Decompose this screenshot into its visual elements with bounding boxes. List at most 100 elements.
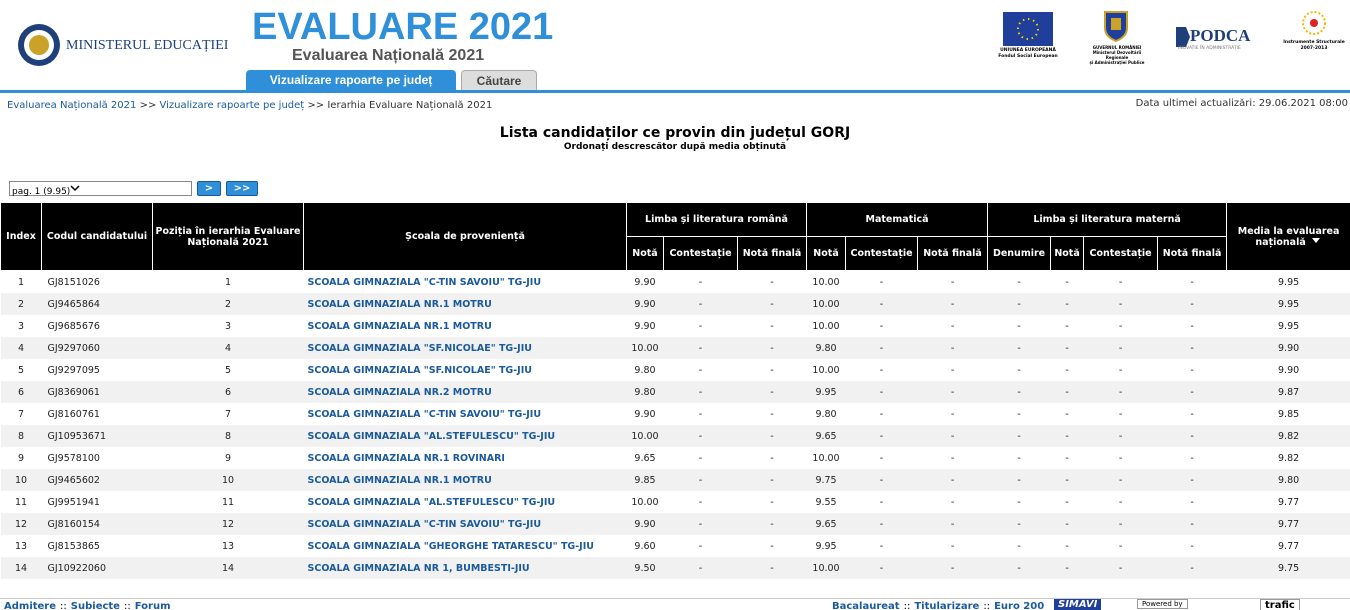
tab[interactable]: Căutare (461, 70, 537, 91)
cell: SCOALA GIMNAZIALA NR.1 MOTRU (304, 469, 627, 491)
school-link[interactable]: SCOALA GIMNAZIALA NR.1 MOTRU (308, 321, 492, 332)
cell: 2 (153, 293, 304, 315)
cell: 9.75 (807, 469, 846, 491)
site-title: EVALUARE 2021 (252, 6, 553, 49)
cell: - (1051, 491, 1084, 513)
cell: 9.82 (1227, 425, 1350, 447)
footer-badge: SIMAVI (1054, 599, 1101, 610)
cell: 10.00 (627, 491, 664, 513)
header-bar (0, 90, 1350, 93)
cell: - (918, 293, 988, 315)
cell: - (1084, 447, 1158, 469)
cell: SCOALA GIMNAZIALA NR.1 MOTRU (304, 293, 627, 315)
cell: - (1084, 469, 1158, 491)
cell: - (988, 557, 1051, 579)
sort-arrow (1310, 237, 1322, 245)
cell: - (1084, 337, 1158, 359)
school-link[interactable]: SCOALA GIMNAZIALA "C-TIN SAVOIU" TG-JIU (308, 519, 542, 530)
cell: 9.95 (1227, 271, 1350, 294)
cell: - (664, 491, 738, 513)
cell: - (1158, 557, 1227, 579)
cell: 14 (153, 557, 304, 579)
column-header[interactable]: Media la evaluarea națională (1227, 203, 1350, 271)
cell: 9.90 (627, 293, 664, 315)
sub-header: Notă (627, 237, 664, 271)
school-link[interactable]: SCOALA GIMNAZIALA NR.2 MOTRU (308, 387, 492, 398)
page-select[interactable]: pag. 1 (9.95) (9, 181, 192, 196)
cell: GJ9685676 (42, 315, 153, 337)
cell: GJ8160154 (42, 513, 153, 535)
cell: - (988, 513, 1051, 535)
cell: - (918, 469, 988, 491)
school-link[interactable]: SCOALA GIMNAZIALA NR 1, BUMBESTI-JIU (308, 563, 530, 574)
column-header: Școala de proveniență (304, 203, 627, 271)
cell: - (1051, 557, 1084, 579)
cell: GJ9297060 (42, 337, 153, 359)
cell: 9.85 (627, 469, 664, 491)
cell: - (1158, 381, 1227, 403)
cell: 9.95 (807, 381, 846, 403)
school-link[interactable]: SCOALA GIMNAZIALA "SF.NICOLAE" TG-JIU (308, 343, 532, 354)
cell: - (988, 337, 1051, 359)
cell: - (918, 337, 988, 359)
cell: - (1158, 469, 1227, 491)
dropdown-arrow (70, 182, 80, 194)
column-header: Index (1, 203, 42, 271)
cell: SCOALA GIMNAZIALA "GHEORGHE TATARESCU" T… (304, 535, 627, 557)
school-link[interactable]: SCOALA GIMNAZIALA "AL.STEFULESCU" TG-JIU (308, 431, 556, 442)
cell: - (1051, 403, 1084, 425)
cell: 9.80 (627, 381, 664, 403)
cell: GJ9465864 (42, 293, 153, 315)
breadcrumb-link[interactable]: Vizualizare rapoarte pe județ (160, 100, 305, 111)
cell: 9.95 (1227, 315, 1350, 337)
cell: 10.00 (807, 557, 846, 579)
school-link[interactable]: SCOALA GIMNAZIALA "AL.STEFULESCU" TG-JIU (308, 497, 556, 508)
school-link[interactable]: SCOALA GIMNAZIALA NR.1 ROVINARI (308, 453, 505, 464)
cell: 4 (1, 337, 42, 359)
cell: GJ9465602 (42, 469, 153, 491)
cell: GJ8160761 (42, 403, 153, 425)
tab[interactable]: Vizualizare rapoarte pe județ (246, 70, 456, 90)
cell: - (1158, 271, 1227, 294)
text: Fondul Social European (995, 54, 1061, 60)
last-button[interactable]: >> (226, 181, 258, 196)
cell: 9.55 (807, 491, 846, 513)
cell: - (664, 381, 738, 403)
breadcrumb: Evaluarea Națională 2021 >> Vizualizare … (7, 100, 492, 111)
podca-mark (1176, 27, 1190, 47)
sub-header: Notă (1051, 237, 1084, 271)
cell: - (988, 469, 1051, 491)
school-link[interactable]: SCOALA GIMNAZIALA NR.1 MOTRU (308, 475, 492, 486)
school-link[interactable]: SCOALA GIMNAZIALA NR.1 MOTRU (308, 299, 492, 310)
cell: - (1051, 535, 1084, 557)
cell: GJ8151026 (42, 271, 153, 294)
cell: 9 (1, 447, 42, 469)
cell: 10.00 (807, 315, 846, 337)
cell: - (1051, 293, 1084, 315)
sub-header: Notă finală (738, 237, 807, 271)
cell: 2 (1, 293, 42, 315)
cell: SCOALA GIMNAZIALA "C-TIN SAVOIU" TG-JIU (304, 403, 627, 425)
cell: 3 (153, 315, 304, 337)
cell: - (918, 359, 988, 381)
cell: 1 (1, 271, 42, 294)
cell: - (1158, 337, 1227, 359)
cell: - (846, 535, 918, 557)
school-link[interactable]: SCOALA GIMNAZIALA "C-TIN SAVOIU" TG-JIU (308, 277, 542, 288)
group-header: Limba și literatura maternă (988, 203, 1227, 237)
breadcrumb-link[interactable]: Evaluarea Națională 2021 (7, 100, 136, 111)
cell: - (846, 381, 918, 403)
school-link[interactable]: SCOALA GIMNAZIALA "C-TIN SAVOIU" TG-JIU (308, 409, 542, 420)
cell: - (1051, 447, 1084, 469)
school-link[interactable]: SCOALA GIMNAZIALA "GHEORGHE TATARESCU" T… (308, 541, 594, 552)
next-button[interactable]: > (197, 181, 221, 196)
cell: 9.82 (1227, 447, 1350, 469)
group-header: Limba și literatura română (627, 203, 807, 237)
school-link[interactable]: SCOALA GIMNAZIALA "SF.NICOLAE" TG-JIU (308, 365, 532, 376)
cell: SCOALA GIMNAZIALA "AL.STEFULESCU" TG-JIU (304, 491, 627, 513)
